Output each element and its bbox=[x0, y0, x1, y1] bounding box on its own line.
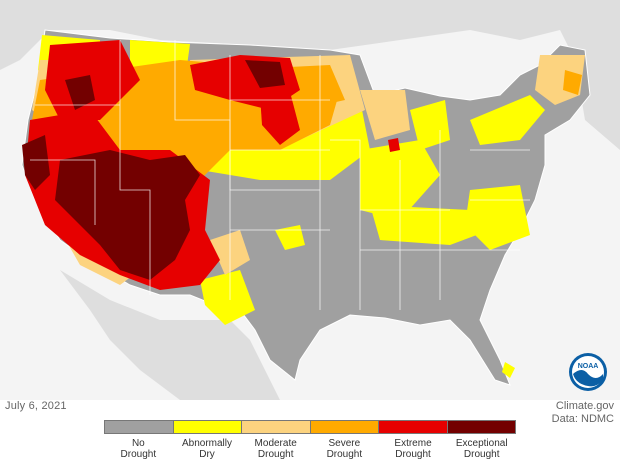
legend-swatch-moderate bbox=[241, 421, 310, 433]
noaa-logo-text: NOAA bbox=[578, 363, 599, 370]
credit-data: Data: NDMC bbox=[551, 413, 614, 425]
legend-label-line2: Drought bbox=[463, 449, 500, 460]
legend-label-no-drought: No Drought bbox=[104, 438, 173, 460]
legend-label-abnormally-dry: Abnormally Dry bbox=[173, 438, 242, 460]
legend-label-line1: Exceptional bbox=[455, 438, 508, 449]
legend-label-line2: Drought bbox=[326, 449, 363, 460]
legend-label-line1: Abnormally bbox=[181, 438, 233, 449]
legend-label-line2: Drought bbox=[395, 449, 431, 460]
map-date: July 6, 2021 bbox=[5, 400, 67, 412]
legend-label-line1: Severe bbox=[328, 438, 361, 449]
state-borders bbox=[30, 40, 530, 310]
legend: No Drought Abnormally Dry Moderate Droug… bbox=[104, 420, 516, 460]
legend-label-line2: Dry bbox=[199, 449, 215, 460]
canada-landmass bbox=[0, 0, 620, 150]
drought-map bbox=[0, 0, 620, 400]
legend-label-line1: Moderate bbox=[254, 438, 297, 449]
legend-swatch-severe bbox=[309, 421, 378, 433]
legend-label-moderate: Moderate Drought bbox=[241, 438, 310, 460]
legend-label-line2: Drought bbox=[257, 449, 294, 460]
legend-swatch-abnormally-dry bbox=[172, 421, 241, 433]
legend-label-severe: Severe Drought bbox=[310, 438, 379, 460]
mexico-landmass bbox=[60, 270, 280, 400]
noaa-logo: NOAA bbox=[568, 352, 608, 392]
legend-label-exceptional: Exceptional Drought bbox=[447, 438, 516, 460]
legend-bar bbox=[104, 420, 516, 434]
credit-source: Climate.gov bbox=[555, 400, 614, 412]
credit-block: Climate.gov Data: NDMC bbox=[552, 400, 614, 426]
legend-label-line1: Extreme bbox=[394, 438, 432, 449]
legend-swatch-extreme bbox=[378, 421, 447, 433]
us-drought-map-svg bbox=[0, 0, 620, 400]
legend-label-line2: Drought bbox=[120, 449, 157, 460]
legend-swatch-exceptional bbox=[446, 421, 515, 433]
legend-label-line1: No bbox=[131, 438, 145, 449]
drought-exceptional-areas bbox=[22, 60, 285, 280]
legend-labels: No Drought Abnormally Dry Moderate Droug… bbox=[104, 438, 516, 460]
legend-swatch-no-drought bbox=[105, 421, 173, 433]
legend-label-extreme: Extreme Drought bbox=[379, 438, 448, 460]
